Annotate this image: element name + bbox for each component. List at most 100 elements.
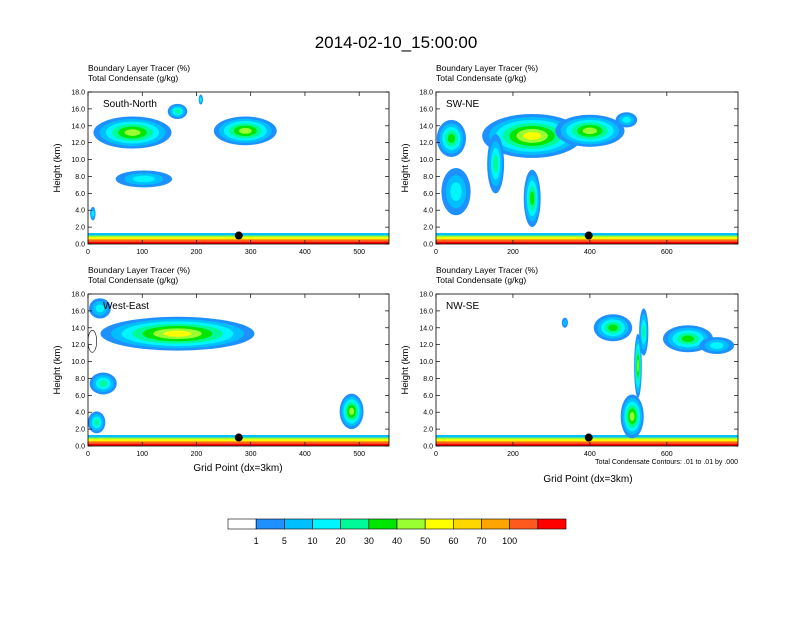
colorbar-swatch	[368, 518, 398, 530]
y-tick-label: 4.0	[75, 208, 85, 215]
tracer-cloud	[115, 170, 173, 188]
y-tick-label: 16.0	[419, 106, 433, 113]
x-tick-label: 100	[136, 249, 148, 256]
panel-header-tracer: Boundary Layer Tracer (%)	[436, 265, 538, 275]
colorbar-swatch	[284, 518, 313, 530]
y-tick-label: 10.0	[419, 157, 433, 164]
tracer-cloud	[213, 116, 277, 146]
y-tick-label: 14.0	[419, 123, 433, 130]
x-tick-label: 600	[661, 249, 673, 256]
colorbar-label: 50	[420, 536, 430, 546]
colorbar-swatch	[424, 518, 454, 530]
y-tick-label: 0.0	[75, 242, 85, 249]
colorbar-swatch	[396, 518, 426, 530]
tracer-cloud	[93, 116, 172, 149]
y-tick-label: 2.0	[423, 427, 433, 434]
colorbar-label: 30	[364, 536, 374, 546]
y-tick-label: 14.0	[71, 325, 85, 332]
y-tick-label: 18.0	[71, 90, 85, 97]
colorbar-label: 1	[254, 536, 259, 546]
tracer-cloud	[555, 114, 625, 147]
panel-label: South-North	[103, 99, 157, 110]
y-tick-label: 6.0	[75, 393, 85, 400]
tracer-cloud	[88, 411, 106, 434]
y-tick-label: 2.0	[75, 225, 85, 232]
tracer-cloud	[339, 393, 364, 430]
x-tick-label: 0	[434, 451, 438, 458]
y-tick-label: 8.0	[75, 376, 85, 383]
colorbar-swatch	[537, 518, 567, 530]
colorbar-label: 20	[336, 536, 346, 546]
colorbar-swatch	[453, 518, 482, 530]
y-tick-label: 8.0	[423, 376, 433, 383]
tracer-cloud	[436, 119, 467, 158]
boundary-layer-band	[88, 241, 389, 244]
y-tick-label: 18.0	[419, 90, 433, 97]
panel-label: SW-NE	[446, 99, 479, 110]
x-tick-label: 600	[661, 451, 673, 458]
y-tick-label: 14.0	[71, 123, 85, 130]
y-tick-label: 12.0	[419, 342, 433, 349]
y-tick-label: 4.0	[423, 410, 433, 417]
x-tick-label: 500	[353, 451, 365, 458]
location-marker	[234, 433, 243, 442]
tracer-cloud	[561, 317, 568, 328]
x-tick-label: 0	[434, 249, 438, 256]
y-tick-label: 8.0	[423, 174, 433, 181]
boundary-layer-band	[436, 241, 738, 244]
y-tick-label: 0.0	[423, 242, 433, 249]
tracer-cloud	[100, 316, 255, 351]
y-tick-label: 16.0	[419, 308, 433, 315]
y-tick-label: 6.0	[423, 191, 433, 198]
x-tick-label: 300	[245, 451, 257, 458]
x-tick-label: 200	[191, 249, 203, 256]
x-tick-label: 300	[245, 249, 257, 256]
y-tick-label: 2.0	[423, 225, 433, 232]
x-tick-label: 0	[86, 249, 90, 256]
panel-sw-ne: Boundary Layer Tracer (%) Total Condensa…	[400, 63, 739, 256]
tracer-cloud	[89, 372, 117, 395]
y-tick-label: 12.0	[71, 342, 85, 349]
colorbar-swatch	[227, 518, 257, 530]
colorbar-label: 60	[448, 536, 458, 546]
y-tick-label: 12.0	[419, 140, 433, 147]
y-axis-title: Height (km)	[52, 143, 63, 192]
plot-area	[88, 94, 389, 244]
panel-header-condensate: Total Condensate (g/kg)	[88, 73, 178, 83]
tracer-cloud	[198, 94, 203, 105]
x-axis-title: Grid Point (dx=3km)	[543, 474, 632, 485]
tracer-cloud	[620, 394, 644, 439]
colorbar-label: 10	[307, 536, 317, 546]
tracer-cloud	[634, 333, 642, 398]
location-marker	[584, 231, 593, 240]
colorbar-label: 5	[282, 536, 287, 546]
y-tick-label: 0.0	[75, 444, 85, 451]
y-tick-label: 14.0	[419, 325, 433, 332]
y-tick-label: 10.0	[419, 359, 433, 366]
y-tick-label: 6.0	[75, 191, 85, 198]
tracer-cloud	[487, 134, 505, 194]
y-tick-label: 18.0	[419, 292, 433, 299]
panel-header-condensate: Total Condensate (g/kg)	[88, 275, 178, 285]
location-marker	[234, 231, 243, 240]
plot-frame	[87, 293, 390, 447]
y-tick-label: 0.0	[423, 444, 433, 451]
panel-header-tracer: Boundary Layer Tracer (%)	[88, 265, 190, 275]
panel-header-condensate: Total Condensate (g/kg)	[436, 275, 526, 285]
plot-frame	[435, 293, 739, 447]
panel-header-tracer: Boundary Layer Tracer (%)	[436, 63, 538, 73]
y-tick-label: 10.0	[71, 359, 85, 366]
x-tick-label: 400	[584, 451, 596, 458]
panel-header-tracer: Boundary Layer Tracer (%)	[88, 63, 190, 73]
y-axis-title: Height (km)	[400, 143, 411, 192]
panel-south-north: Boundary Layer Tracer (%) Total Condensa…	[52, 63, 390, 256]
colorbar-swatch	[340, 518, 370, 530]
boundary-layer-band	[88, 443, 389, 446]
location-marker	[584, 433, 593, 442]
tracer-cloud	[699, 337, 735, 354]
tracer-cloud	[615, 112, 638, 128]
x-tick-label: 500	[353, 249, 365, 256]
tracer-cloud	[441, 168, 471, 216]
x-tick-label: 400	[584, 249, 596, 256]
